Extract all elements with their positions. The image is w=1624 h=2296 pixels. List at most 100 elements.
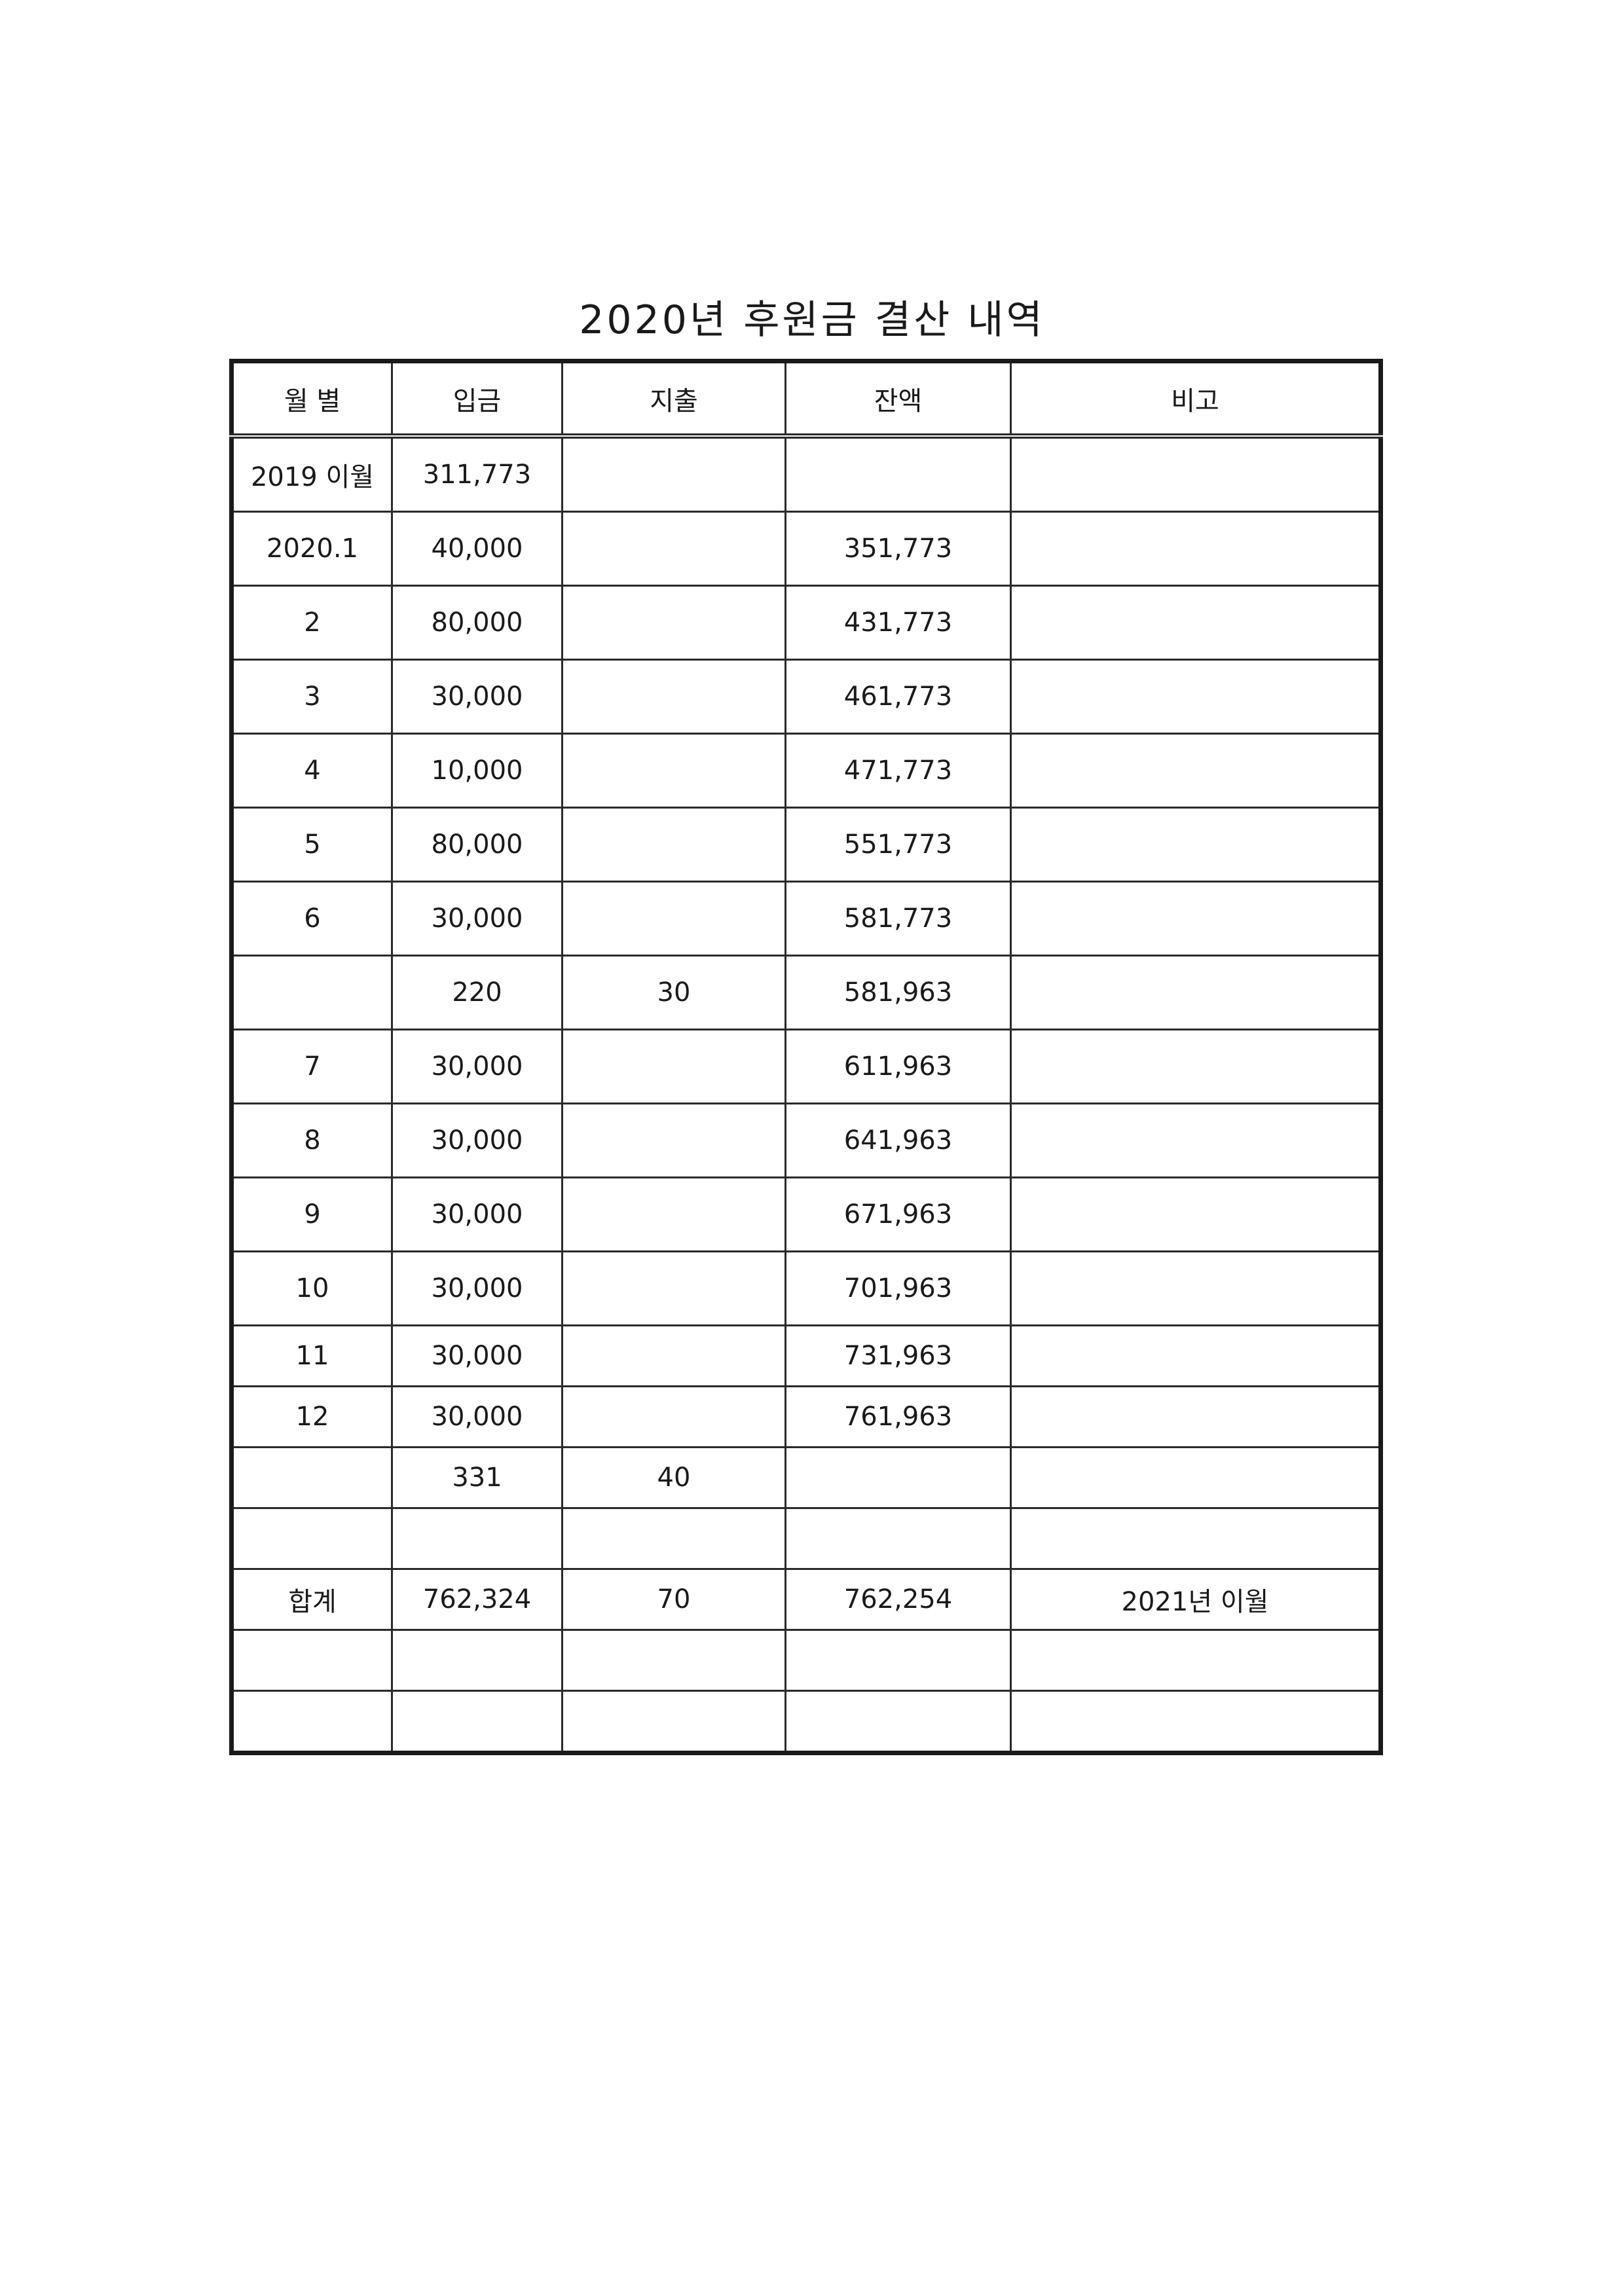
cell-month bbox=[231, 1507, 393, 1570]
cell-deposit: 30,000 bbox=[391, 1250, 563, 1326]
cell-month: 3 bbox=[231, 659, 393, 735]
cell-balance: 431,773 bbox=[784, 585, 1012, 661]
cell-month: 합계 bbox=[231, 1568, 393, 1631]
table-row: 10 30,000 701,963 bbox=[231, 1250, 1382, 1326]
cell-note bbox=[1010, 585, 1382, 661]
cell-expense bbox=[561, 511, 786, 587]
cell-deposit bbox=[391, 1629, 563, 1692]
cell-balance: 461,773 bbox=[784, 659, 1012, 735]
table-row bbox=[231, 1507, 1382, 1570]
cell-expense bbox=[561, 1385, 786, 1448]
cell-month: 7 bbox=[231, 1029, 393, 1104]
cell-deposit: 80,000 bbox=[391, 807, 563, 883]
table-row: 220 30 581,963 bbox=[231, 955, 1382, 1030]
cell-balance bbox=[784, 1507, 1012, 1570]
table-row: 331 40 bbox=[231, 1446, 1382, 1509]
cell-deposit: 30,000 bbox=[391, 659, 563, 735]
cell-note bbox=[1010, 733, 1382, 809]
cell-balance: 762,254 bbox=[784, 1568, 1012, 1631]
cell-expense bbox=[561, 881, 786, 957]
cell-balance: 731,963 bbox=[784, 1324, 1012, 1387]
cell-deposit: 220 bbox=[391, 955, 563, 1030]
cell-note bbox=[1010, 955, 1382, 1030]
table-row: 2019 이월 311,773 bbox=[231, 435, 1382, 513]
cell-deposit: 311,773 bbox=[391, 435, 563, 513]
cell-balance: 611,963 bbox=[784, 1029, 1012, 1104]
cell-note bbox=[1010, 1029, 1382, 1104]
cell-month: 2 bbox=[231, 585, 393, 661]
table-row: 3 30,000 461,773 bbox=[231, 659, 1382, 735]
cell-note bbox=[1010, 511, 1382, 587]
cell-note bbox=[1010, 1102, 1382, 1178]
table-row: 11 30,000 731,963 bbox=[231, 1324, 1382, 1387]
cell-expense: 30 bbox=[561, 955, 786, 1030]
cell-balance bbox=[784, 1446, 1012, 1509]
page-title: 2020년 후원금 결산 내역 bbox=[579, 297, 1045, 343]
header-note: 비고 bbox=[1010, 360, 1382, 439]
table-row: 2 80,000 431,773 bbox=[231, 585, 1382, 661]
cell-expense bbox=[561, 1102, 786, 1178]
cell-balance: 471,773 bbox=[784, 733, 1012, 809]
cell-balance bbox=[784, 435, 1012, 513]
cell-balance bbox=[784, 1690, 1012, 1754]
cell-balance: 581,773 bbox=[784, 881, 1012, 957]
cell-note bbox=[1010, 1176, 1382, 1252]
cell-expense bbox=[561, 659, 786, 735]
cell-expense bbox=[561, 1690, 786, 1754]
cell-deposit: 30,000 bbox=[391, 1385, 563, 1448]
cell-month bbox=[231, 1690, 393, 1754]
cell-month: 4 bbox=[231, 733, 393, 809]
table-row: 9 30,000 671,963 bbox=[231, 1176, 1382, 1252]
cell-expense bbox=[561, 585, 786, 661]
table-row bbox=[231, 1629, 1382, 1692]
cell-month: 12 bbox=[231, 1385, 393, 1448]
cell-expense bbox=[561, 1507, 786, 1570]
table-row: 4 10,000 471,773 bbox=[231, 733, 1382, 809]
cell-expense bbox=[561, 1324, 786, 1387]
header-expense: 지출 bbox=[561, 360, 786, 439]
table-row: 5 80,000 551,773 bbox=[231, 807, 1382, 883]
cell-deposit: 40,000 bbox=[391, 511, 563, 587]
cell-deposit: 30,000 bbox=[391, 1176, 563, 1252]
cell-expense bbox=[561, 1250, 786, 1326]
cell-expense bbox=[561, 807, 786, 883]
cell-expense: 70 bbox=[561, 1568, 786, 1631]
table-row: 7 30,000 611,963 bbox=[231, 1029, 1382, 1104]
cell-deposit bbox=[391, 1690, 563, 1754]
table-row: 8 30,000 641,963 bbox=[231, 1102, 1382, 1178]
table-row: 합계 762,324 70 762,254 2021년 이월 bbox=[231, 1568, 1382, 1631]
cell-note bbox=[1010, 1385, 1382, 1448]
table-row: 2020.1 40,000 351,773 bbox=[231, 511, 1382, 587]
cell-balance: 701,963 bbox=[784, 1250, 1012, 1326]
cell-deposit: 30,000 bbox=[391, 881, 563, 957]
cell-deposit: 30,000 bbox=[391, 1324, 563, 1387]
cell-deposit: 30,000 bbox=[391, 1029, 563, 1104]
cell-month: 2019 이월 bbox=[231, 435, 393, 513]
cell-month: 10 bbox=[231, 1250, 393, 1326]
cell-note bbox=[1010, 1507, 1382, 1570]
cell-deposit: 762,324 bbox=[391, 1568, 563, 1631]
cell-month bbox=[231, 1629, 393, 1692]
cell-note bbox=[1010, 807, 1382, 883]
cell-balance: 761,963 bbox=[784, 1385, 1012, 1448]
cell-expense bbox=[561, 733, 786, 809]
cell-note: 2021년 이월 bbox=[1010, 1568, 1382, 1631]
cell-deposit: 30,000 bbox=[391, 1102, 563, 1178]
cell-note bbox=[1010, 1446, 1382, 1509]
cell-note bbox=[1010, 659, 1382, 735]
header-row: 월 별 입금 지출 잔액 비고 bbox=[231, 360, 1382, 439]
header-balance: 잔액 bbox=[784, 360, 1012, 439]
cell-note bbox=[1010, 1250, 1382, 1326]
cell-note bbox=[1010, 1690, 1382, 1754]
cell-expense: 40 bbox=[561, 1446, 786, 1509]
header-month: 월 별 bbox=[231, 360, 393, 439]
cell-note bbox=[1010, 435, 1382, 513]
header-deposit: 입금 bbox=[391, 360, 563, 439]
cell-balance: 351,773 bbox=[784, 511, 1012, 587]
cell-month: 5 bbox=[231, 807, 393, 883]
cell-month: 2020.1 bbox=[231, 511, 393, 587]
cell-balance: 671,963 bbox=[784, 1176, 1012, 1252]
cell-deposit: 10,000 bbox=[391, 733, 563, 809]
cell-month: 9 bbox=[231, 1176, 393, 1252]
cell-expense bbox=[561, 1629, 786, 1692]
